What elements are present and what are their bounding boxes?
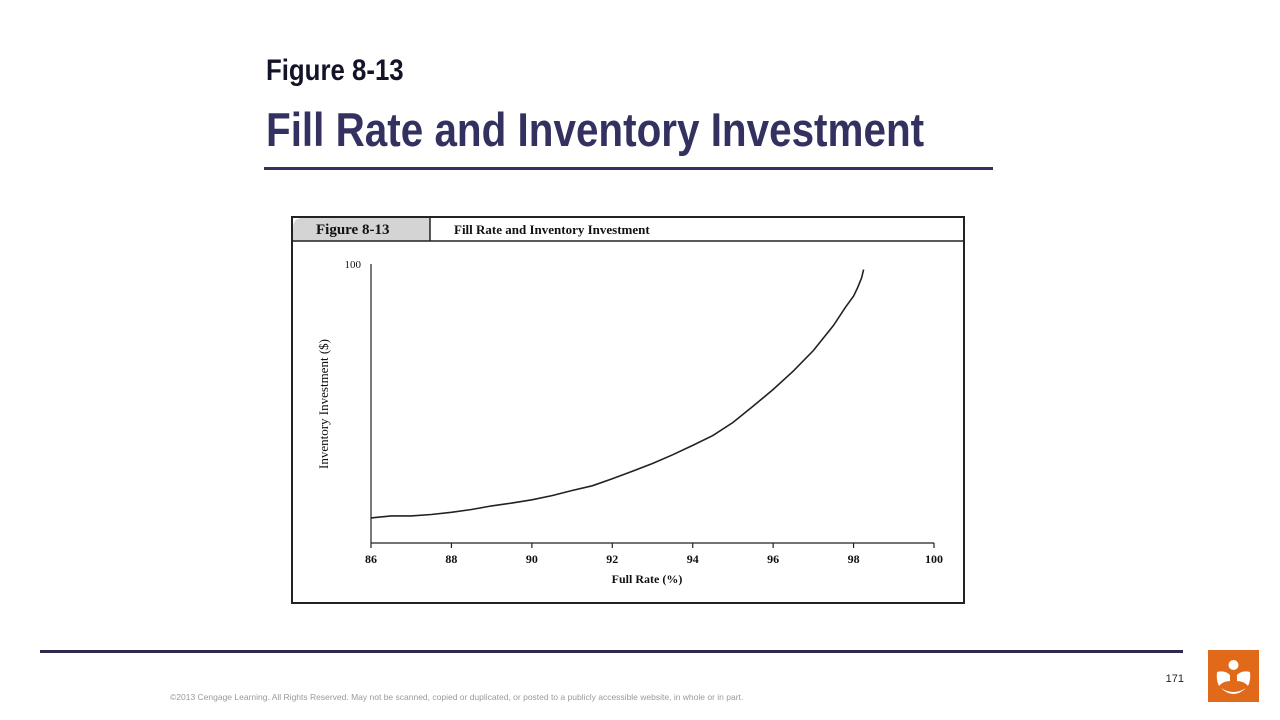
cengage-logo-mark xyxy=(1216,660,1251,694)
figure-header-tab xyxy=(293,218,430,241)
figure-number: Figure 8-13 xyxy=(266,54,404,87)
figure-header-label: Figure 8-13 xyxy=(316,222,389,238)
x-tick-label: 96 xyxy=(767,552,779,566)
x-tick-label: 94 xyxy=(687,552,699,566)
title-divider xyxy=(264,167,993,170)
figure-frame xyxy=(291,216,965,604)
copyright-notice: ©2013 Cengage Learning. All Rights Reser… xyxy=(170,692,744,702)
x-tick-label: 98 xyxy=(848,552,860,566)
page-number: 171 xyxy=(1165,673,1184,685)
footer-divider xyxy=(40,650,1183,653)
x-tick-label: 88 xyxy=(445,552,457,566)
x-ticks: 86 88 90 92 94 96 98 100 xyxy=(365,543,943,566)
y-tick-label: 100 xyxy=(345,259,362,271)
x-tick-label: 86 xyxy=(365,552,377,566)
y-axis-label: Inventory Investment ($) xyxy=(316,339,331,469)
x-tick-label: 90 xyxy=(526,552,538,566)
series-line xyxy=(370,269,865,519)
cengage-logo-icon xyxy=(1208,650,1259,702)
slide-title: Fill Rate and Inventory Investment xyxy=(266,103,925,156)
figure-header-title: Fill Rate and Inventory Investment xyxy=(454,222,650,237)
x-tick-label: 100 xyxy=(925,552,943,566)
x-axis-label: Full Rate (%) xyxy=(612,572,683,586)
x-tick-label: 92 xyxy=(606,552,618,566)
y-ticks: 100 xyxy=(345,259,362,271)
